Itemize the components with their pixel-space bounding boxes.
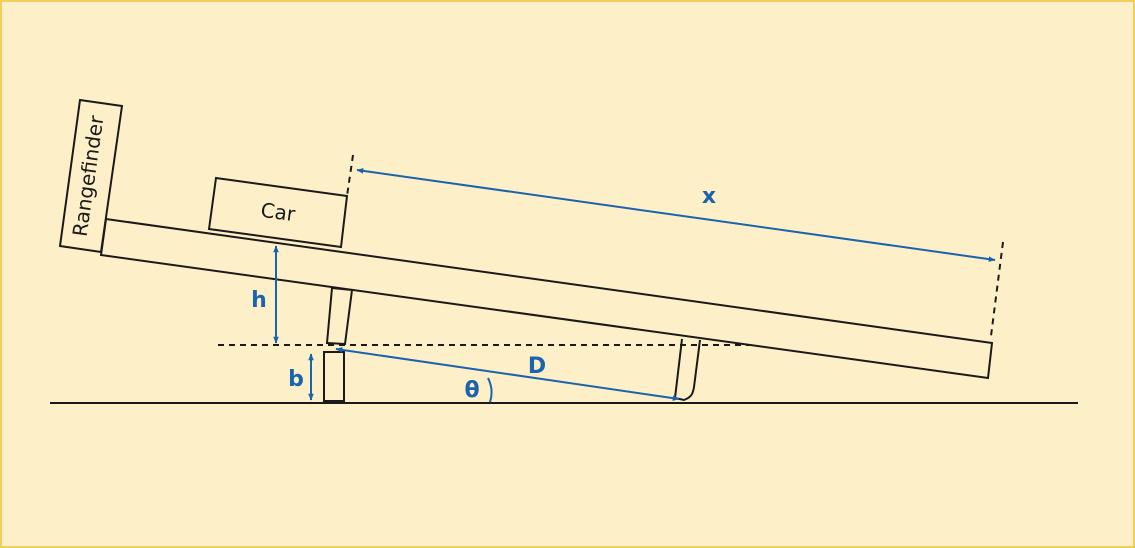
d-label: D (528, 354, 546, 379)
x-extension-left (346, 154, 354, 197)
car: Car (207, 176, 349, 249)
x-dimension-arrow (356, 168, 996, 262)
rangefinder-box (58, 98, 124, 254)
rangefinder: Rangefinder (58, 98, 124, 254)
theta-arc (487, 377, 493, 403)
front-block (323, 351, 345, 402)
x-label: x (702, 184, 716, 209)
x-extension-right (990, 241, 1004, 337)
car-label: Car (259, 198, 297, 227)
car-box (207, 176, 349, 249)
b-label: b (288, 367, 304, 392)
h-label: h (251, 288, 267, 313)
d-dimension-arrow (335, 347, 680, 401)
theta-label: θ (464, 378, 479, 403)
rear-leg (673, 338, 701, 402)
